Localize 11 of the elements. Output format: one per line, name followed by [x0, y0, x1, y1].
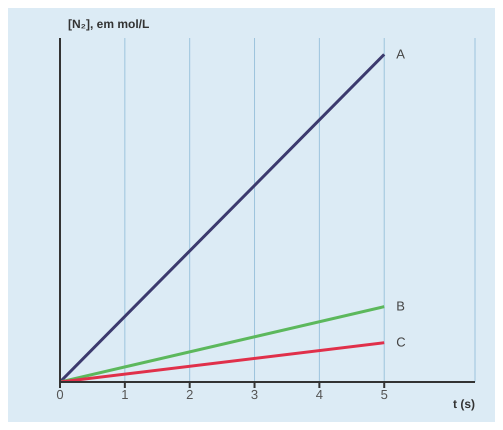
series-label: A [396, 46, 406, 62]
y-axis-title: [N₂], em mol/L [68, 17, 150, 31]
x-tick-label: 1 [121, 387, 128, 402]
series-label: C [396, 334, 406, 350]
series-label: B [396, 298, 405, 314]
x-tick-label: 0 [56, 387, 64, 402]
x-tick-label: 4 [316, 387, 323, 402]
x-tick-label: 2 [186, 387, 194, 402]
x-axis-title: t (s) [453, 397, 475, 411]
x-tick-label: 3 [250, 387, 258, 402]
x-tick-label: 5 [380, 387, 388, 402]
